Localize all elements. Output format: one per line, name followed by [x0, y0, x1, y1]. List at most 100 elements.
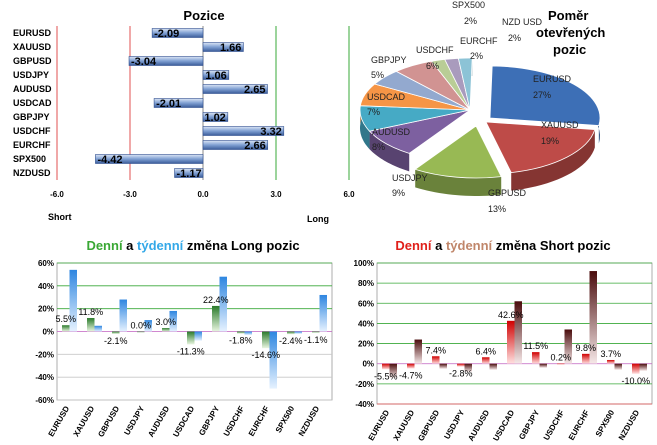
pie-label-name-usdchf: USDCHF [416, 45, 454, 55]
x-category-gbpusd: GBPUSD [416, 408, 441, 442]
bar-usdcad-series-2 [514, 301, 522, 364]
position-bar-eurusd [151, 28, 204, 38]
long-change-chart: Denní a týdenní změna Long pozic 5.5%11.… [35, 238, 333, 439]
pie-label-value-gbpusd: 13% [488, 204, 506, 214]
x-category-eurchf: EURCHF [247, 404, 272, 437]
data-label-eurusd: 5.5% [55, 314, 76, 324]
bar-gbpusd-series-1 [112, 331, 120, 334]
y-tick-2: 60% [358, 299, 374, 308]
bar-usdjpy-series-1 [457, 363, 465, 367]
bar-usdcad-series-1 [187, 331, 195, 345]
pie-slice-gbpusd [414, 125, 502, 179]
pie-label-value-audusd: 8% [372, 142, 385, 152]
bar-eurchf-series-1 [582, 353, 590, 364]
position-category-usdcad: USDCAD [13, 98, 52, 108]
bar-eurusd-series-2 [389, 363, 397, 378]
x-category-nzdusd: NZDUSD [617, 408, 642, 442]
x-category-eurchf: EURCHF [567, 408, 592, 441]
data-label-usdchf: -1.8% [229, 336, 253, 346]
position-value-audusd: 2.65 [244, 84, 265, 96]
position-category-spx500: SPX500 [13, 154, 46, 164]
pie-label-name-usdcad: USDCAD [367, 92, 406, 102]
position-value-nzdusd: -1.17 [177, 168, 202, 180]
data-label-eurchf: -14.6% [251, 350, 280, 360]
y-tick-3: 40% [358, 319, 374, 328]
position-value-gbpusd: -3.04 [131, 56, 157, 68]
pie-title-line-3: pozic [553, 42, 586, 57]
x-category-nzdusd: NZDUSD [297, 404, 322, 438]
pie-slice-nzd-usd [457, 57, 473, 111]
bar-usdcad-series-1 [507, 320, 515, 364]
bar-usdjpy-series-2 [464, 363, 472, 372]
y-tick-0: 100% [354, 259, 374, 268]
x-category-xauusd: XAUUSD [392, 408, 417, 442]
position-bar-xauusd [202, 42, 244, 52]
data-label-usdcad: -11.3% [177, 346, 205, 356]
long-title-part-1: Denní [86, 238, 123, 253]
y-tick-6: -20% [355, 380, 374, 389]
x-category-usdchf: USDCHF [542, 408, 567, 441]
pie-label-value-xauusd: 19% [541, 136, 559, 146]
position-bar-usdchf [202, 126, 285, 136]
y-tick-6: -60% [35, 396, 54, 405]
pie-label-name-usdjpy: USDJPY [392, 173, 428, 183]
pie-label-value-eurchf: 2% [470, 51, 483, 61]
short-label: Short [48, 212, 72, 222]
data-label-gbpjpy: 22.4% [203, 295, 229, 305]
short-title-part-3: týdenní [446, 238, 493, 253]
position-value-xauusd: 1.66 [220, 42, 241, 54]
positions-title: Pozice [183, 8, 224, 23]
x-category-xauusd: XAUUSD [72, 404, 97, 438]
bar-audusd-series-1 [482, 357, 490, 364]
bar-spx500-series-2 [614, 363, 622, 370]
bar-gbpusd-series-1 [432, 356, 440, 364]
bar-eurchf-series-1 [262, 331, 270, 349]
x-category-spx500: SPX500 [274, 404, 297, 434]
bar-gbpjpy-series-2 [539, 363, 547, 368]
data-label-audusd: 6.4% [475, 346, 496, 356]
bar-eurusd-series-2 [69, 269, 77, 332]
x-category-eurusd: EURUSD [367, 408, 392, 442]
data-label-spx500: 3.7% [600, 349, 621, 359]
pie-label-name-eurchf: EURCHF [460, 36, 498, 46]
data-label-usdchf: 0.2% [550, 353, 571, 363]
y-tick-4: 20% [358, 340, 374, 349]
bar-xauusd-series-1 [87, 318, 95, 332]
data-label-xauusd: 11.8% [78, 307, 103, 317]
x-category-gbpusd: GBPUSD [96, 404, 121, 438]
short-title-part-1: Denní [395, 238, 432, 253]
position-x-tick-1: -3.0 [123, 190, 137, 199]
data-label-gbpjpy: 11.5% [523, 341, 548, 351]
pie-label-value-gbpjpy: 5% [371, 70, 384, 80]
x-category-spx500: SPX500 [594, 408, 617, 438]
data-label-spx500: -2.4% [279, 336, 303, 346]
x-category-usdchf: USDCHF [222, 404, 247, 437]
pie-label-value-usdcad: 7% [367, 107, 380, 117]
position-category-nzdusd: NZDUSD [13, 168, 51, 178]
long-title-part-3: týdenní [137, 238, 184, 253]
y-tick-1: 40% [38, 282, 54, 291]
position-category-xauusd: XAUUSD [13, 42, 52, 52]
pie-slice-side-gbpusd [415, 169, 502, 196]
x-category-gbpjpy: GBPJPY [197, 404, 221, 437]
position-value-gbpjpy: 1.02 [204, 112, 225, 124]
bar-eurchf-series-2 [269, 331, 277, 389]
short-change-chart: Denní a týdenní změna Short pozic -5.5% -… [354, 238, 653, 443]
position-bar-usdjpy [202, 70, 230, 80]
bar-spx500-series-1 [607, 359, 615, 364]
position-x-tick-4: 6.0 [343, 190, 355, 199]
bar-usdjpy-series-1 [137, 331, 145, 333]
position-x-tick-0: -6.0 [50, 190, 64, 199]
x-category-usdcad: USDCAD [171, 404, 196, 438]
bar-spx500-series-2 [294, 331, 302, 334]
bar-nzdusd-series-1 [312, 331, 320, 333]
long-title-part-2: a [123, 238, 137, 253]
x-category-eurusd: EURUSD [47, 404, 72, 438]
pie-title-line-1: Poměr [548, 8, 588, 23]
bar-usdchf-series-1 [557, 363, 565, 365]
pie-label-name-nzd-usd: NZD USD [502, 17, 542, 27]
position-x-tick-2: 0.0 [197, 190, 209, 199]
bar-nzdusd-series-2 [319, 294, 327, 332]
data-label-nzdusd: -10.0% [621, 376, 650, 386]
bar-spx500-series-1 [287, 331, 295, 335]
